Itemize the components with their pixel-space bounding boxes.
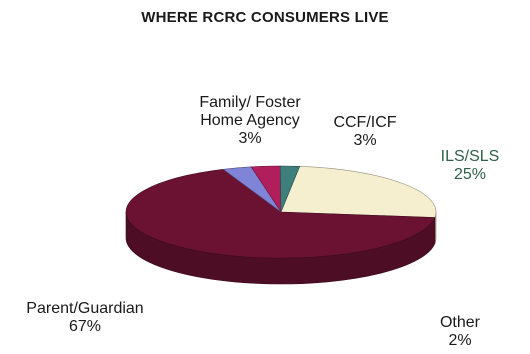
pie-slice-parent-guardian [125,169,436,259]
chart-title: WHERE RCRC CONSUMERS LIVE [141,9,389,26]
label-other-line1: Other [439,314,480,331]
label-other: Other 2% [425,314,495,350]
label-parent-pct: 67% [68,317,102,335]
label-family-line2: Home Agency [200,111,300,129]
pie-slice-other [279,165,301,213]
label-ccf-pct: 3% [353,131,377,149]
label-ils-sls: ILS/SLS 25% [430,148,510,184]
label-family-pct: 3% [238,129,262,147]
label-parent-line1: Parent/Guardian [26,300,144,317]
pie-slice-ils-sls [280,166,437,218]
pie-top [125,165,437,259]
label-ils-pct: 25% [453,165,487,183]
label-family-foster: Family/ Foster Home Agency 3% [175,94,325,148]
label-ccf-line1: CCF/ICF [333,114,397,131]
label-ils-line1: ILS/SLS [440,148,500,165]
label-ccf-icf: CCF/ICF 3% [325,114,405,150]
label-other-pct: 2% [448,331,472,349]
label-parent-guardian: Parent/Guardian 67% [10,300,160,336]
label-family-line1: Family/ Foster [199,94,301,111]
